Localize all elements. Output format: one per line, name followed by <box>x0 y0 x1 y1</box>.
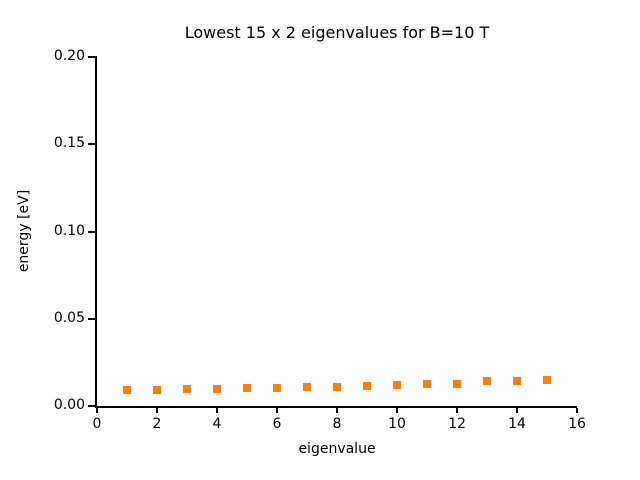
x-tick <box>276 408 278 413</box>
x-tick <box>516 408 518 413</box>
x-axis-label: eigenvalue <box>298 441 376 457</box>
data-point <box>483 377 491 386</box>
data-point <box>423 380 431 389</box>
x-tick <box>156 408 158 413</box>
x-axis-spine <box>95 406 577 408</box>
x-tick <box>96 408 98 413</box>
data-point <box>543 375 551 384</box>
x-tick <box>456 408 458 413</box>
data-point <box>453 380 461 388</box>
y-tick <box>88 56 95 58</box>
y-tick <box>88 405 95 407</box>
y-tick <box>88 317 95 320</box>
y-tick <box>88 230 95 233</box>
y-tick-label: 0.15 <box>53 135 85 152</box>
data-point <box>243 383 251 392</box>
x-tick-label: 12 <box>448 416 466 432</box>
x-tick <box>336 408 338 413</box>
data-point <box>213 384 221 393</box>
data-point <box>123 385 131 394</box>
data-point <box>153 385 161 394</box>
x-tick-label: 14 <box>508 416 526 432</box>
data-point <box>183 385 191 394</box>
y-axis-spine <box>95 56 97 408</box>
x-tick <box>576 408 578 413</box>
plot-area: 0 2 4 6 8 10 12 14 16 0.00 0.05 0.10 0.15 0.20 <box>54 48 586 432</box>
data-point <box>333 382 341 391</box>
x-tick-label: 2 <box>152 416 162 432</box>
x-tick-label: 4 <box>212 416 222 432</box>
data-point <box>273 383 281 392</box>
y-tick-label: 0.20 <box>53 48 85 64</box>
x-tick-label: 0 <box>92 416 102 432</box>
data-point <box>303 382 311 391</box>
x-tick-label: 6 <box>272 416 282 432</box>
chart-title: Lowest 15 x 2 eigenvalues for B=10 T <box>184 23 490 42</box>
x-tick-label: 10 <box>388 416 406 432</box>
y-tick-label: 0.10 <box>53 222 85 239</box>
x-tick-label: 16 <box>568 416 586 432</box>
x-tick <box>216 408 218 413</box>
x-tick <box>396 408 398 413</box>
data-point <box>363 381 371 390</box>
y-tick <box>88 143 95 146</box>
y-tick-label: 0.00 <box>53 397 85 413</box>
x-tick-label: 8 <box>332 416 342 432</box>
y-axis-label: energy [eV] <box>16 189 32 273</box>
data-point <box>393 381 401 390</box>
data-point <box>513 376 521 385</box>
y-tick-label: 0.05 <box>53 309 85 326</box>
